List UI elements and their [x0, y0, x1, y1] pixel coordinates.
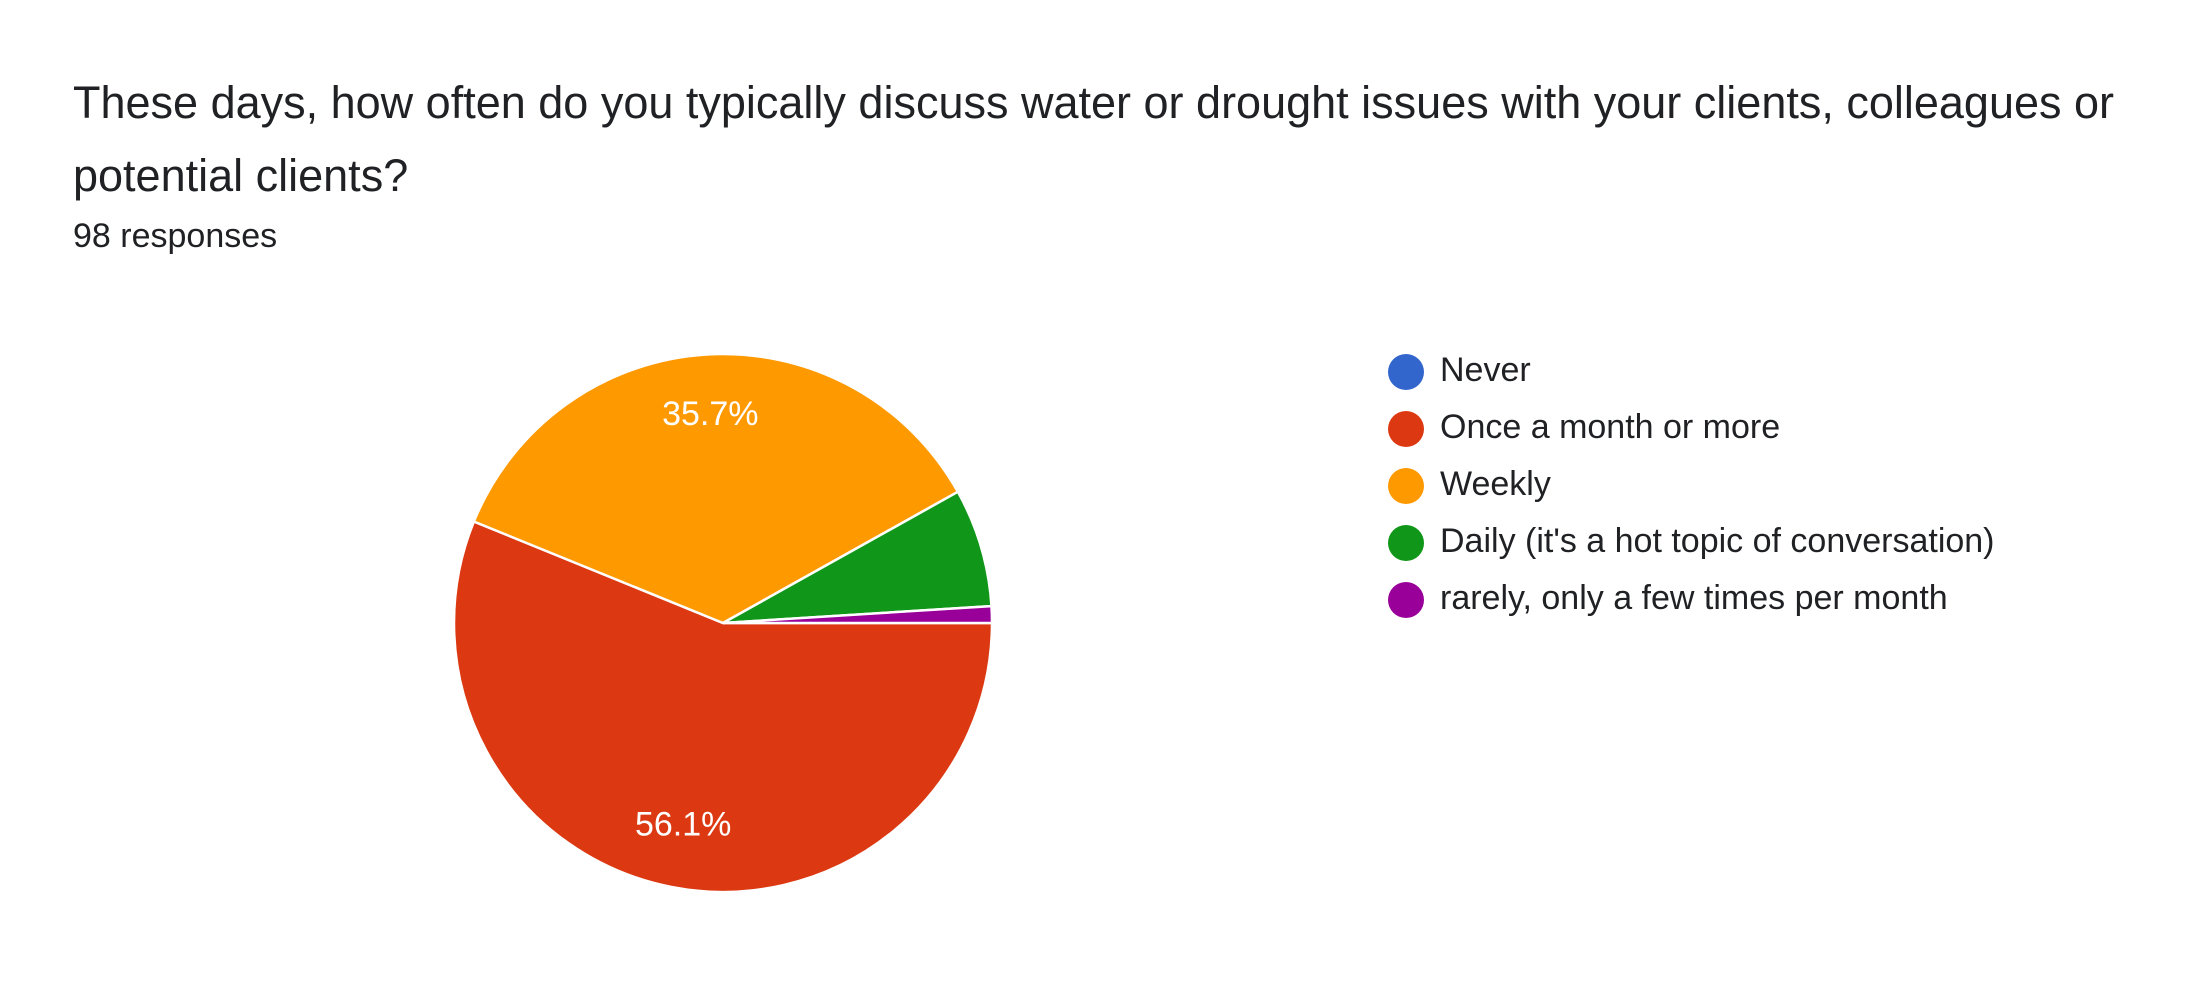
- chart-title: These days, how often do you typically d…: [73, 77, 2115, 201]
- legend-swatch: [1388, 582, 1424, 618]
- data-label: 35.7%: [662, 395, 758, 433]
- legend-swatch: [1388, 468, 1424, 504]
- pie-slice: [452, 519, 994, 894]
- legend-label: Once a month or more: [1440, 408, 1780, 446]
- pie-slice: [472, 352, 960, 625]
- legend-label: rarely, only a few times per month: [1440, 579, 1948, 617]
- pie-slice: [722, 604, 994, 625]
- legend-swatch: [1388, 411, 1424, 447]
- legend-label: Never: [1440, 351, 1531, 389]
- legend-swatch: [1388, 525, 1424, 561]
- chart-subtitle: 98 responses: [73, 217, 278, 255]
- legend-swatch: [1388, 354, 1424, 390]
- legend-label: Weekly: [1440, 465, 1551, 503]
- data-label: 56.1%: [635, 805, 731, 843]
- legend-label: Daily (it's a hot topic of conversation): [1440, 522, 1995, 560]
- pie-slice: [722, 490, 993, 625]
